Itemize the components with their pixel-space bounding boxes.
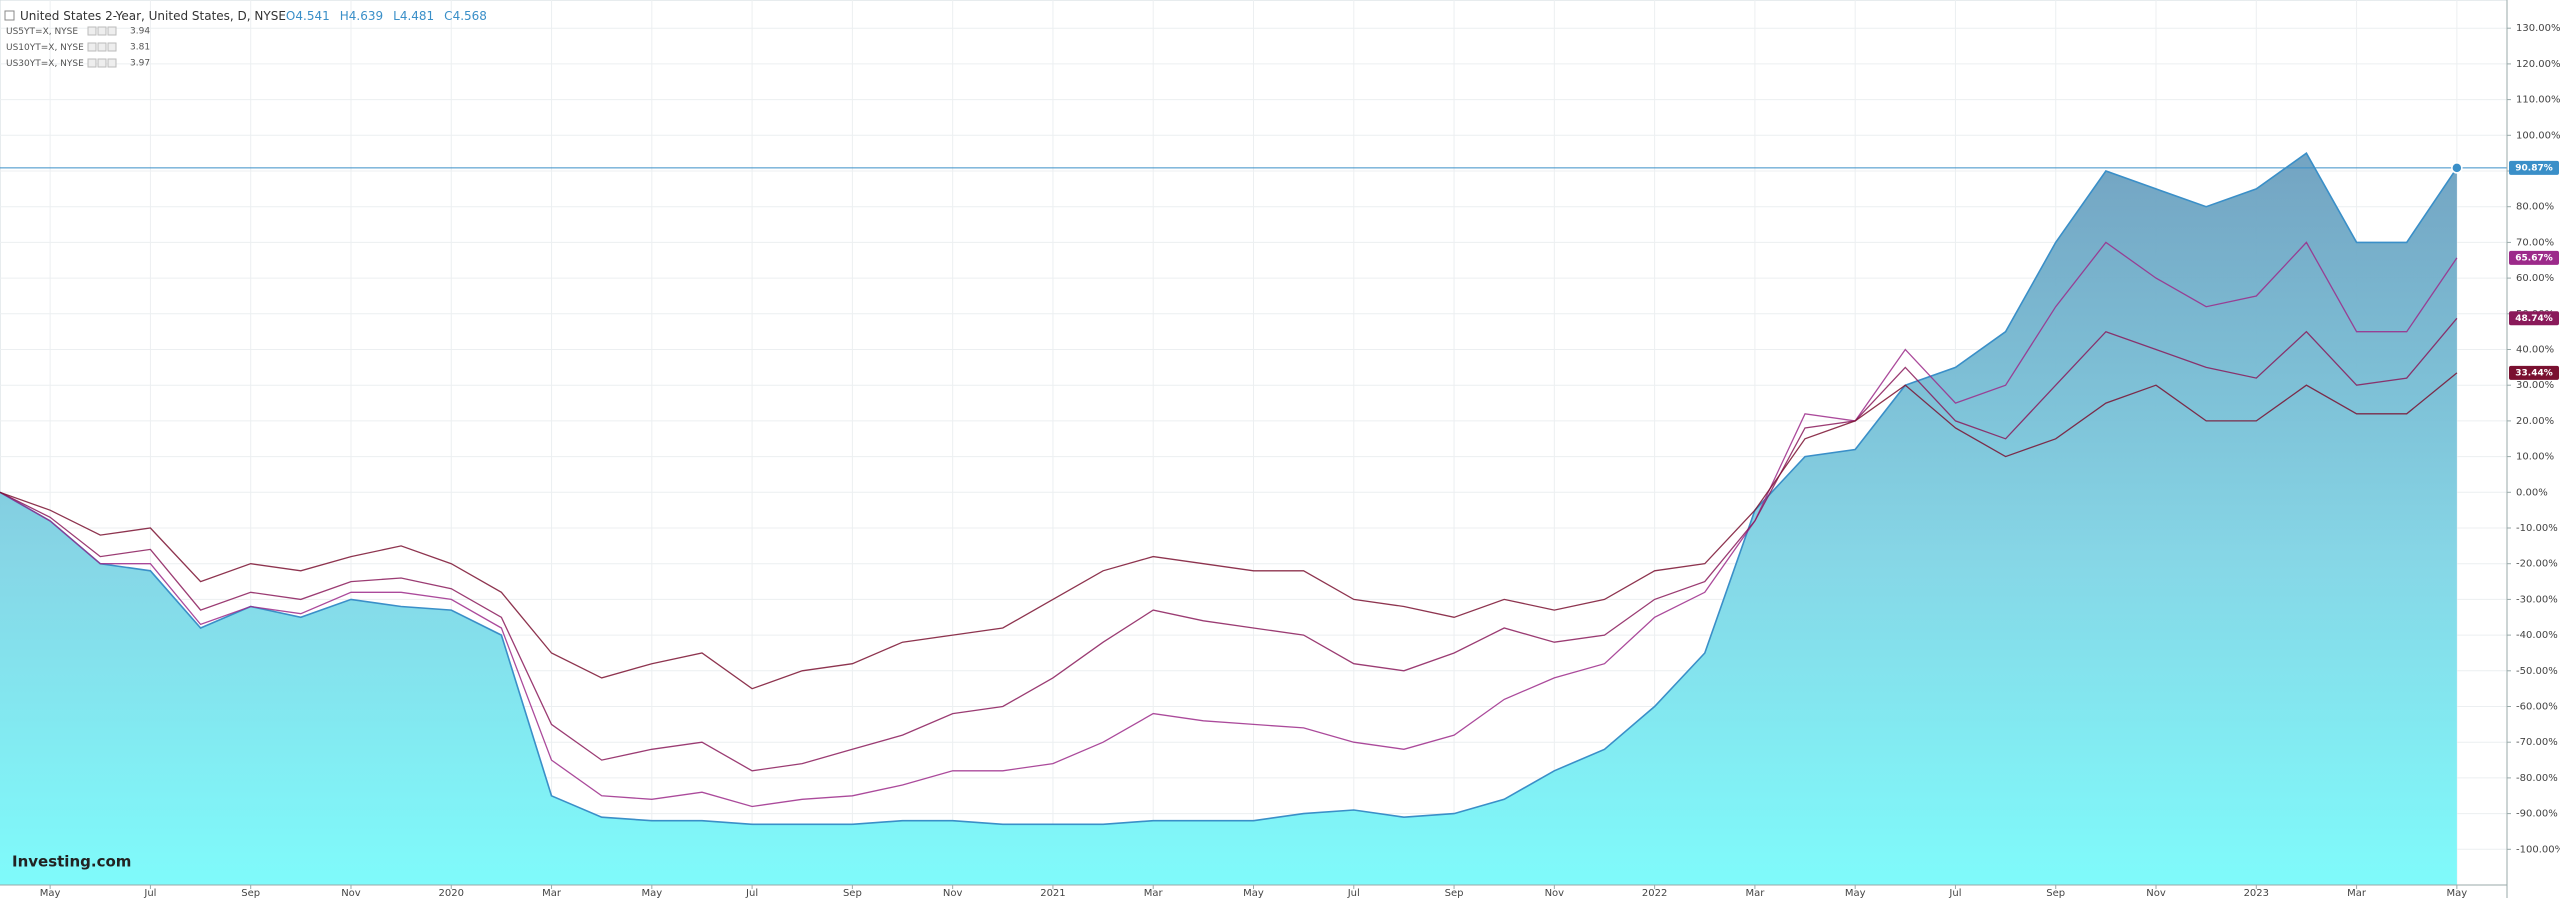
last-value-label: 48.74%: [2515, 314, 2553, 324]
legend-button[interactable]: [107, 42, 117, 52]
legend-button[interactable]: [107, 58, 117, 68]
last-value-label: 90.87%: [2515, 163, 2553, 173]
series-header: United States 2-Year, United States, D, …: [20, 9, 487, 23]
ohlc-name: C: [444, 9, 452, 23]
legend-button[interactable]: [97, 58, 107, 68]
y-tick-label: -90.00%: [2516, 809, 2558, 820]
y-tick-label: 60.00%: [2516, 273, 2554, 284]
legend-button[interactable]: [107, 26, 117, 36]
x-tick-label: Sep: [241, 888, 260, 898]
y-tick-label: 120.00%: [2516, 59, 2560, 70]
y-tick-label: 10.00%: [2516, 452, 2554, 463]
series-line: [0, 372, 2458, 690]
legend-button[interactable]: [87, 42, 97, 52]
y-tick-label: 100.00%: [2516, 130, 2560, 141]
legend-name: US10YT=X, NYSE: [6, 43, 84, 53]
x-tick-label: 2023: [2244, 888, 2269, 898]
x-tick-label: May: [2447, 888, 2468, 898]
y-tick-label: 20.00%: [2516, 416, 2554, 427]
x-tick-label: Sep: [843, 888, 862, 898]
y-tick-label: 80.00%: [2516, 202, 2554, 213]
ohlc-value: 4.568: [453, 9, 487, 23]
y-tick-label: 70.00%: [2516, 237, 2554, 248]
legend-value: 3.97: [130, 59, 150, 69]
x-tick-label: Jul: [143, 888, 156, 898]
last-value-flag: [2509, 160, 2559, 175]
y-tick-label: -40.00%: [2516, 630, 2558, 641]
legend-name: US30YT=X, NYSE: [6, 59, 84, 69]
legend-value: 3.94: [130, 27, 150, 37]
legend-value: 3.81: [130, 43, 150, 53]
ohlc-value: 4.541: [295, 9, 329, 23]
axes: 130.00%120.00%110.00%100.00%90.00%80.00%…: [40, 23, 2560, 898]
last-value-flag: [2509, 311, 2559, 326]
y-tick-label: -50.00%: [2516, 666, 2558, 677]
x-tick-label: Jul: [1347, 888, 1360, 898]
x-tick-label: Nov: [341, 888, 361, 898]
legend-entry: US10YT=X, NYSE: [6, 43, 84, 53]
x-tick-label: 2021: [1040, 888, 1065, 898]
last-value-flag: [2509, 365, 2559, 380]
y-tick-label: 130.00%: [2516, 23, 2560, 34]
area: [0, 153, 2457, 885]
x-tick-label: Sep: [2046, 888, 2065, 898]
y-tick-label: 0.00%: [2516, 487, 2548, 498]
collapse-toggle[interactable]: [4, 10, 15, 21]
ohlc-value: 4.639: [349, 9, 383, 23]
x-tick-label: Nov: [1545, 888, 1565, 898]
ohlc-value: 4.481: [400, 9, 434, 23]
marks: [0, 152, 2507, 885]
y-tick-label: -80.00%: [2516, 773, 2558, 784]
x-tick-label: May: [40, 888, 61, 898]
y-tick-label: 110.00%: [2516, 95, 2560, 106]
series-line: [0, 317, 2458, 772]
x-tick-label: May: [641, 888, 662, 898]
legend-button[interactable]: [97, 42, 107, 52]
legend: United States 2-Year, United States, D, …: [4, 9, 487, 69]
x-tick-label: Jul: [745, 888, 758, 898]
x-tick-label: May: [1243, 888, 1264, 898]
x-tick-label: Sep: [1445, 888, 1464, 898]
legend-button[interactable]: [87, 58, 97, 68]
last-point: [2451, 162, 2463, 174]
legend-button[interactable]: [87, 26, 97, 36]
last-value-label: 33.44%: [2515, 368, 2553, 378]
y-tick-label: -20.00%: [2516, 559, 2558, 570]
y-tick-label: -60.00%: [2516, 702, 2558, 713]
x-tick-label: Nov: [943, 888, 963, 898]
x-tick-label: 2022: [1642, 888, 1667, 898]
x-tick-label: Jul: [1948, 888, 1961, 898]
series-line: [0, 152, 2458, 826]
x-tick-label: Mar: [1144, 888, 1164, 898]
y-tick-label: -70.00%: [2516, 737, 2558, 748]
last-value-label: 65.67%: [2515, 253, 2553, 263]
x-tick-label: 2020: [439, 888, 464, 898]
ohlc-name: L: [393, 9, 400, 23]
legend-entry: US30YT=X, NYSE: [6, 59, 84, 69]
y-tick-label: -100.00%: [2516, 844, 2560, 855]
y-tick-label: -10.00%: [2516, 523, 2558, 534]
series-line: [0, 241, 2458, 808]
x-tick-label: Mar: [542, 888, 562, 898]
ohlc-name: O: [286, 9, 295, 23]
legend-entry: US5YT=X, NYSE: [6, 27, 78, 37]
legend-name: US5YT=X, NYSE: [6, 27, 78, 37]
x-tick-label: May: [1845, 888, 1866, 898]
ohlc-name: H: [340, 9, 349, 23]
y-tick-label: 40.00%: [2516, 345, 2554, 356]
y-tick-label: 30.00%: [2516, 380, 2554, 391]
last-value-flag: [2509, 250, 2559, 265]
series-name: United States 2-Year, United States, D, …: [20, 9, 286, 23]
x-tick-label: Mar: [1745, 888, 1765, 898]
x-tick-label: Mar: [2347, 888, 2367, 898]
legend-button[interactable]: [97, 26, 107, 36]
watermark: Investing.com: [12, 853, 131, 871]
y-tick-label: -30.00%: [2516, 594, 2558, 605]
x-tick-label: Nov: [2146, 888, 2166, 898]
